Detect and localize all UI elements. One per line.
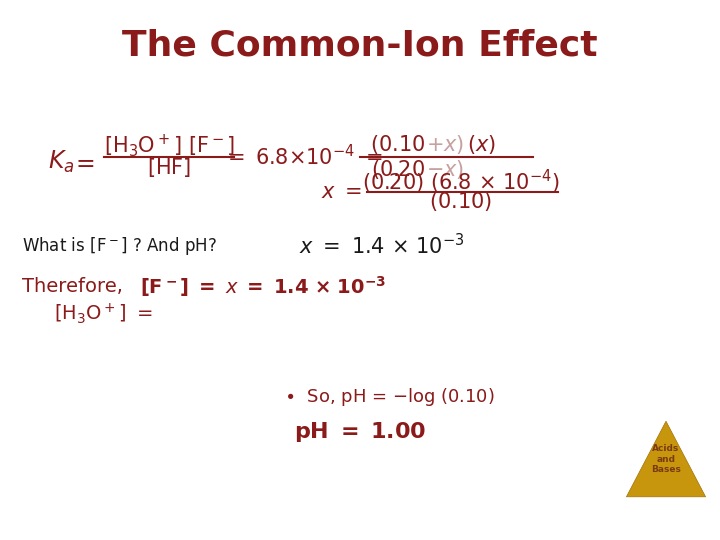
Text: The Common-Ion Effect: The Common-Ion Effect — [122, 29, 598, 63]
Text: $-x)$: $-x)$ — [426, 158, 464, 180]
Text: $[\mathrm{H_3O^+}]\ [\mathrm{F^-}]$: $[\mathrm{H_3O^+}]\ [\mathrm{F^-}]$ — [104, 132, 235, 159]
Text: $[\mathrm{H_3O^+}]\ =$: $[\mathrm{H_3O^+}]\ =$ — [54, 301, 153, 326]
Text: $(0.10)$: $(0.10)$ — [429, 190, 492, 213]
Text: $(x)$: $(x)$ — [467, 133, 495, 156]
Text: $\mathbf{[F^-]\ =\ \mathit{x}\ =\ 1.4\ {\times}\ 10^{-3}}$: $\mathbf{[F^-]\ =\ \mathit{x}\ =\ 1.4\ {… — [140, 274, 387, 299]
Text: $\mathbf{pH\ =\ 1.00}$: $\mathbf{pH\ =\ 1.00}$ — [294, 420, 426, 444]
Text: Acids
and
Bases: Acids and Bases — [651, 444, 681, 474]
Polygon shape — [626, 421, 706, 497]
Text: $=\ 6.8{\times}10^{-4}\ =$: $=\ 6.8{\times}10^{-4}\ =$ — [222, 144, 382, 169]
Text: What is $[\mathrm{F^-}]$ ? And pH?: What is $[\mathrm{F^-}]$ ? And pH? — [22, 235, 217, 256]
Text: $(0.10$: $(0.10$ — [369, 133, 425, 156]
Text: $\mathit{x}\ =\ 1.4\ {\times}\ 10^{-3}$: $\mathit{x}\ =\ 1.4\ {\times}\ 10^{-3}$ — [299, 233, 464, 258]
Text: $\mathit{K}_a$: $\mathit{K}_a$ — [48, 149, 74, 175]
Text: $+x)$: $+x)$ — [426, 133, 464, 156]
Text: $=$: $=$ — [71, 150, 95, 174]
Text: Therefore,: Therefore, — [22, 276, 129, 296]
Text: $[\mathrm{HF}]$: $[\mathrm{HF}]$ — [147, 156, 192, 179]
Text: $(0.20)\ (6.8\ {\times}\ 10^{-4})$: $(0.20)\ (6.8\ {\times}\ 10^{-4})$ — [362, 168, 559, 196]
Text: $\mathit{x}\ =$: $\mathit{x}\ =$ — [321, 182, 363, 202]
Text: $(0.20$: $(0.20$ — [371, 158, 425, 180]
Text: $\bullet$  So, pH = $-$log (0.10): $\bullet$ So, pH = $-$log (0.10) — [284, 386, 495, 408]
